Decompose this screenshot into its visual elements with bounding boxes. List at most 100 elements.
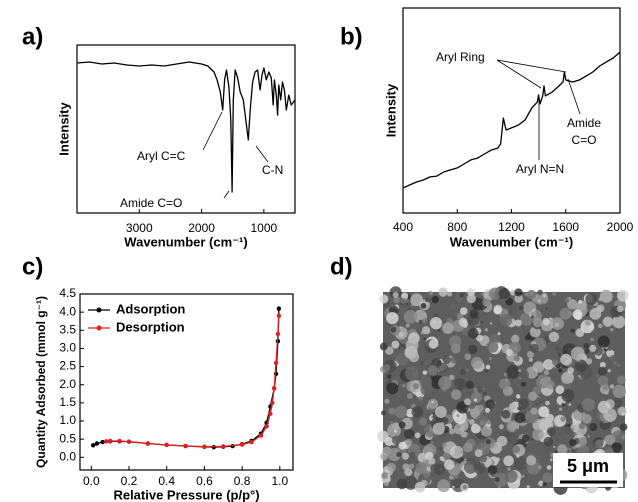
sem-grain (394, 405, 408, 419)
sem-grain (404, 476, 418, 490)
sem-grain (470, 356, 484, 370)
sem-grain (521, 434, 530, 443)
sem-grain (405, 338, 419, 352)
sem-grain (454, 446, 464, 456)
sem-grain (609, 355, 616, 362)
data-point (276, 313, 282, 318)
y-axis-label: Intensity (383, 83, 398, 137)
data-point (183, 443, 188, 449)
x-tick-label: 0.4 (158, 474, 175, 488)
sem-grain (415, 462, 428, 474)
sem-grain (474, 449, 483, 458)
sem-grain (606, 434, 616, 444)
sem-grain (381, 472, 389, 479)
sem-grain (542, 481, 547, 487)
sem-grain (465, 380, 474, 389)
sem-grain (391, 340, 400, 349)
sem-grain (429, 317, 443, 330)
sem-grain (498, 424, 504, 430)
y-tick-label: 0.0 (59, 449, 76, 463)
panel-label: c) (22, 253, 43, 280)
sem-grain (532, 428, 544, 441)
sem-grain (379, 294, 389, 304)
sem-grain (542, 293, 547, 298)
sem-grain (561, 402, 566, 407)
sem-grain (427, 398, 439, 410)
sem-grain (389, 302, 395, 308)
sem-grain (498, 378, 511, 390)
sem-grain (403, 310, 418, 324)
sem-grain (488, 401, 495, 409)
sem-grain (449, 428, 456, 435)
sem-grain (431, 401, 434, 404)
sem-grain (431, 295, 439, 304)
sem-grain (564, 296, 570, 303)
sem-grain (521, 474, 525, 478)
data-point (271, 386, 277, 391)
y-tick-label: 2.5 (59, 359, 76, 373)
sem-grain (555, 385, 565, 395)
sem-grain (578, 299, 583, 304)
sem-grain (434, 406, 447, 419)
sem-grain (585, 292, 598, 306)
sem-grain (568, 403, 571, 406)
x-tick-label: 2000 (188, 221, 215, 235)
annotation: Amide (567, 116, 601, 130)
sem-grain (479, 454, 488, 463)
sem-grain (440, 422, 445, 427)
sem-grain (466, 293, 477, 304)
annotation-pointer (202, 111, 223, 151)
sem-grain (545, 400, 550, 406)
sem-grain (389, 420, 393, 424)
sem-grain (557, 444, 568, 455)
sem-grain (542, 317, 551, 326)
sem-grain (448, 475, 453, 480)
sem-grain (514, 294, 523, 303)
sem-grain (602, 383, 610, 391)
sem-grain (589, 423, 598, 432)
sem-grain (458, 317, 468, 327)
sem-grain (484, 328, 489, 332)
sem-grain (401, 383, 406, 388)
sem-grain (612, 384, 627, 399)
data-point (202, 444, 207, 449)
sem-grain (585, 358, 593, 365)
sem-grain (513, 456, 528, 471)
sem-grain (596, 304, 605, 313)
data-point (164, 442, 169, 448)
sem-grain (449, 303, 457, 310)
sem-grain (450, 355, 459, 364)
sem-grain (427, 365, 438, 376)
sem-grain (510, 310, 513, 313)
sem-grain (479, 320, 483, 324)
sem-grain (567, 449, 570, 453)
sem-grain (396, 451, 402, 457)
sem-grain (487, 465, 498, 475)
sem-grain (528, 357, 533, 362)
sem-grain (505, 348, 513, 356)
data-point (104, 439, 109, 444)
sem-grain (513, 355, 520, 362)
sem-grain (408, 351, 420, 363)
sem-grain (494, 477, 500, 482)
legend-label: Desorption (116, 319, 185, 334)
sem-grain (405, 438, 413, 446)
sem-grain (514, 288, 523, 297)
sem-grain (513, 346, 518, 352)
sem-grain (609, 384, 614, 389)
sem-grain (578, 374, 581, 378)
sem-grain (561, 388, 575, 403)
sem-grain (380, 410, 386, 416)
sem-grain (559, 307, 572, 320)
sem-grain (437, 479, 451, 493)
sem-grain (518, 398, 529, 410)
sem-grain (553, 445, 556, 449)
sem-grain (387, 447, 401, 462)
sem-grain (530, 315, 534, 319)
sem-grain (425, 297, 430, 303)
sem-grain (485, 364, 491, 370)
data-line (402, 51, 621, 189)
sem-grain (465, 406, 469, 410)
x-tick-label: 1000 (251, 221, 278, 235)
sem-grain (488, 287, 502, 301)
